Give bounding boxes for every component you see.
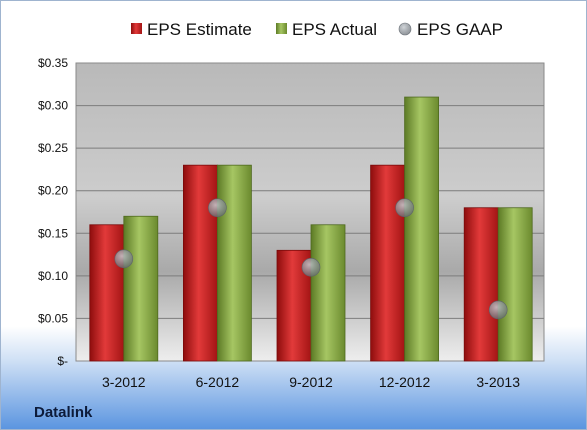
x-tick-label: 3-2012: [102, 374, 146, 390]
legend-label-estimate: EPS Estimate: [147, 20, 252, 39]
bar-eps-actual: [497, 207, 533, 362]
y-axis: $- $0.05 $0.10 $0.15 $0.20 $0.25 $0.30 $0.35: [38, 56, 68, 368]
point-eps-gaap: [395, 198, 414, 218]
y-tick-label: $0.15: [38, 226, 68, 240]
x-tick-label: 9-2012: [289, 374, 333, 390]
legend-swatch-estimate: [131, 23, 142, 34]
legend-label-actual: EPS Actual: [292, 20, 377, 39]
point-eps-gaap: [208, 198, 227, 218]
x-tick-label: 6-2012: [196, 374, 240, 390]
legend-swatch-gaap: [398, 22, 412, 36]
y-tick-label: $0.05: [38, 311, 68, 325]
legend: EPS Estimate EPS Actual EPS GAAP: [131, 20, 503, 39]
point-eps-gaap: [301, 258, 321, 277]
bar-eps-estimate: [463, 207, 499, 362]
point-eps-gaap: [114, 249, 134, 269]
y-tick-label: $0.10: [38, 269, 68, 283]
bar-eps-actual: [310, 224, 346, 362]
bars: [89, 96, 533, 362]
y-tick-label: $-: [57, 354, 68, 368]
company-name: Datalink: [34, 404, 93, 421]
x-tick-label: 12-2012: [379, 374, 431, 390]
legend-label-gaap: EPS GAAP: [417, 20, 503, 39]
bar-eps-actual: [123, 215, 159, 362]
bar-eps-estimate: [182, 164, 218, 362]
x-axis: 3-2012 6-2012 9-2012 12-2012 3-2013: [102, 374, 520, 390]
bar-eps-actual: [216, 164, 252, 362]
y-tick-label: $0.25: [38, 141, 68, 155]
x-tick-label: 3-2013: [476, 374, 520, 390]
y-tick-label: $0.20: [38, 184, 68, 198]
bar-eps-estimate: [89, 224, 125, 362]
legend-swatch-actual: [276, 23, 287, 34]
bar-eps-actual: [404, 96, 440, 362]
gaap-points: [114, 198, 508, 320]
y-tick-label: $0.30: [38, 99, 68, 113]
point-eps-gaap: [488, 300, 508, 320]
y-tick-label: $0.35: [38, 56, 68, 70]
bar-eps-estimate: [370, 164, 406, 362]
